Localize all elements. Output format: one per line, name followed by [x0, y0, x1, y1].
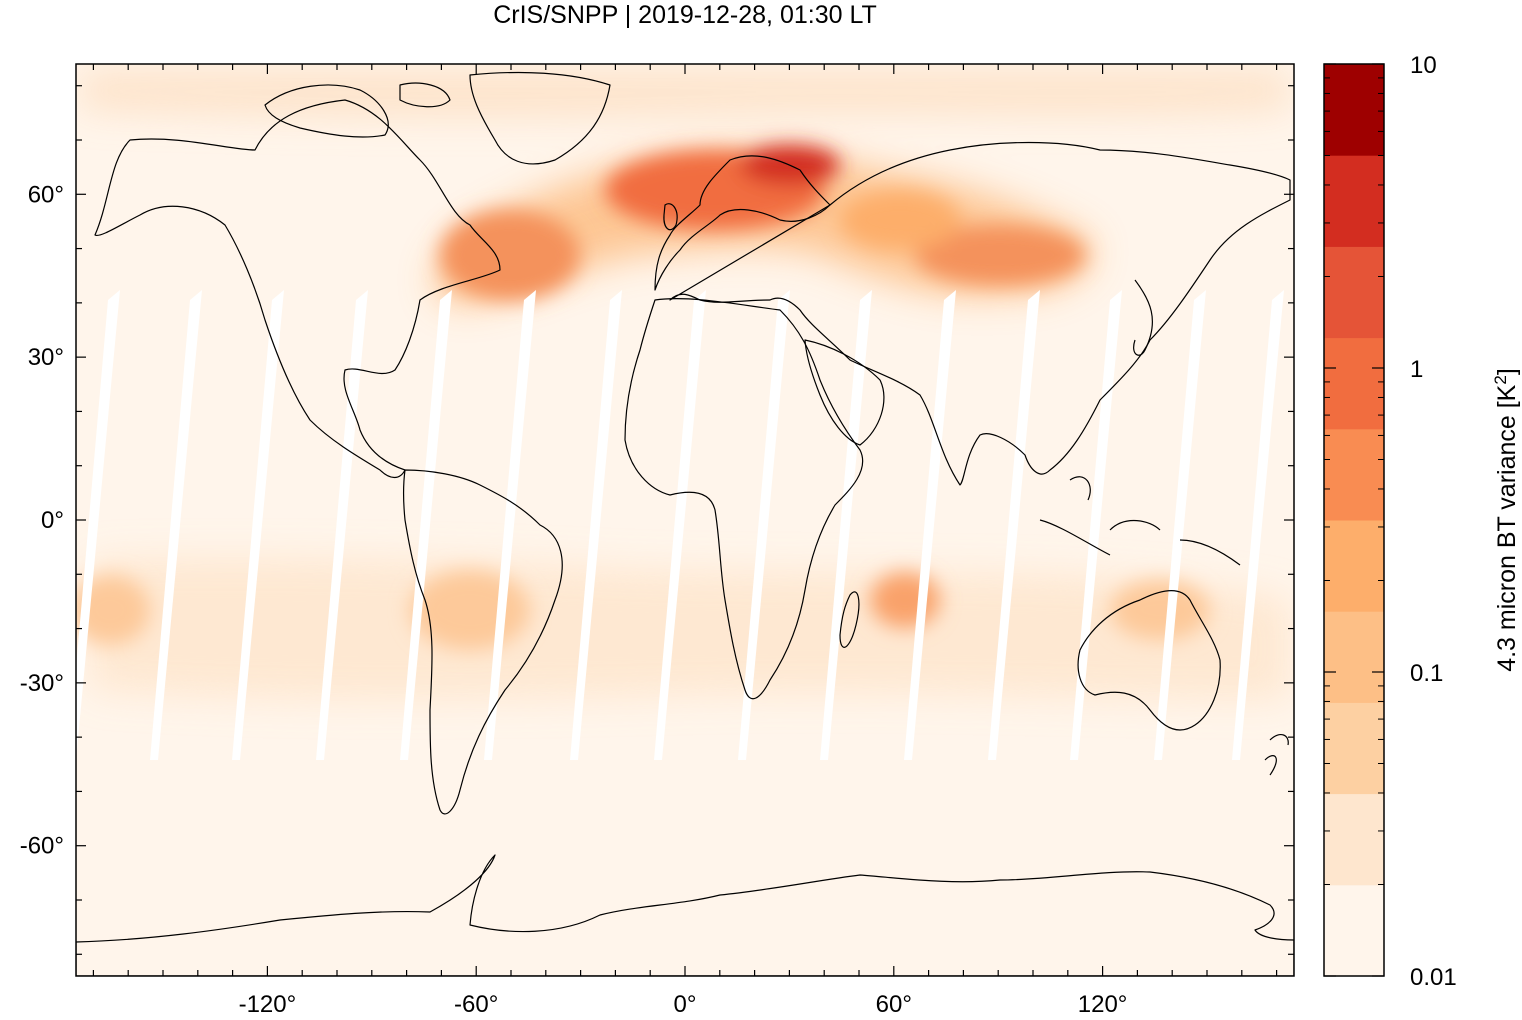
coastline-greenland	[469, 71, 611, 165]
orbit-gap	[570, 290, 622, 760]
x-tick-label: 120°	[1078, 991, 1128, 1018]
coastline-asia	[669, 141, 1291, 486]
coastline-new-zealand	[1264, 733, 1289, 776]
colorbar-level	[1324, 246, 1384, 339]
coastline-madagascar	[839, 591, 860, 648]
colorbar-tick-label: 10	[1410, 52, 1437, 79]
colorbar: 10 1 0.1 0.01 4.3 micron BT variance [K2]	[1323, 52, 1521, 991]
y-tick-label: -30°	[20, 670, 64, 697]
colorbar-tick-label: 0.01	[1410, 964, 1457, 991]
y-axis: 60° 30° 0° -30° -60°	[20, 85, 1294, 955]
anomaly-siberia	[915, 225, 1085, 285]
orbit-gap	[1232, 290, 1284, 760]
colorbar-level	[1324, 337, 1384, 430]
colorbar-ticks: 10 1 0.1 0.01	[1324, 52, 1457, 991]
anomaly-indian-ocean	[870, 572, 940, 628]
orbit-gap	[150, 290, 202, 760]
y-tick-label: 30°	[28, 344, 64, 371]
colorbar-tick-label: 0.1	[1410, 660, 1443, 687]
coastline-south-america	[402, 469, 563, 815]
coastline-japan	[1133, 279, 1154, 356]
colorbar-tick-label: 1	[1410, 356, 1423, 383]
colorbar-level	[1324, 793, 1384, 886]
orbit-gap	[316, 290, 368, 760]
colorbar-levels	[1324, 64, 1384, 977]
coastline-europe	[654, 155, 831, 291]
anomaly-central-asia	[840, 190, 960, 250]
colorbar-label: 4.3 micron BT variance [K2]	[1491, 368, 1521, 672]
colorbar-level	[1324, 155, 1384, 247]
x-axis: -120° -60° 0° 60° 120°	[92, 64, 1278, 1018]
coastline-africa	[624, 298, 864, 700]
colorbar-level	[1324, 520, 1384, 612]
coastline-arabia	[804, 339, 885, 446]
coastlines	[76, 71, 1294, 976]
coastline-indonesia	[1039, 476, 1241, 566]
orbit-gap	[232, 290, 284, 760]
y-tick-label: -60°	[20, 833, 64, 860]
orbit-gap	[904, 290, 956, 760]
x-tick-label: -60°	[454, 991, 498, 1018]
orbit-gap	[820, 290, 872, 760]
colorbar-level	[1324, 611, 1384, 703]
x-tick-label: 0°	[674, 991, 697, 1018]
colorbar-frame	[1323, 63, 1385, 977]
coastline-uk	[663, 203, 678, 231]
x-tick-label: -120°	[239, 991, 297, 1018]
colorbar-level	[1324, 702, 1384, 795]
colorbar-level	[1324, 428, 1384, 521]
x-tick-label: 60°	[876, 991, 912, 1018]
orbit-gap	[738, 290, 790, 760]
y-tick-label: 60°	[28, 181, 64, 208]
orbit-gap	[988, 290, 1040, 760]
orbit-gap	[76, 290, 120, 760]
anomaly-north-atlantic	[440, 210, 580, 300]
map-title: CrIS/SNPP | 2019-12-28, 01:30 LT	[493, 1, 877, 29]
orbit-gap	[1070, 290, 1122, 760]
coastline-north-america	[94, 99, 501, 479]
orbit-gap	[400, 290, 452, 760]
orbit-gap	[654, 290, 706, 760]
orbit-gap	[484, 290, 536, 760]
orbit-gap	[1154, 290, 1206, 760]
orbit-gaps	[76, 290, 1284, 760]
anomaly-south-pacific	[76, 575, 150, 645]
variance-field	[76, 70, 1290, 700]
colorbar-level	[1324, 884, 1384, 977]
coastline-antarctica	[76, 854, 1294, 976]
colorbar-level	[1324, 64, 1384, 156]
coastline-canadian-arctic	[264, 82, 451, 138]
coastline-australia	[1077, 590, 1221, 731]
y-tick-label: 0°	[41, 507, 64, 534]
map-plot-area: -120° -60° 0° 60° 120° 60° 30° 0° -30° -60°	[20, 63, 1295, 1018]
